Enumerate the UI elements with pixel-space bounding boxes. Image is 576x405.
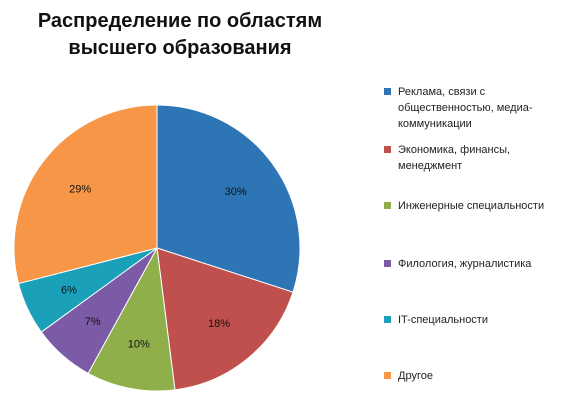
pie-slice-engineering	[87, 246, 176, 392]
legend-label: Реклама, связи с общественностью, медиа-…	[398, 86, 533, 130]
pie-data-label: 6%	[61, 284, 77, 296]
legend-label: Экономика, финансы, менеджмент	[398, 144, 511, 172]
pie-data-label: 29%	[69, 183, 91, 195]
pie-slice-other	[13, 104, 158, 285]
pie-slice-advertising-pr-media	[156, 104, 301, 293]
legend-label: IT-специальности	[398, 314, 488, 326]
legend-label: Инженерные специальности	[398, 200, 545, 212]
legend-swatch	[384, 88, 391, 95]
legend-swatch	[384, 146, 391, 153]
pie-data-label: 30%	[225, 186, 247, 198]
legend-swatch	[384, 202, 391, 209]
chart-title: Распределение по областям высшего образо…	[37, 10, 323, 59]
legend-label: Другое	[398, 370, 433, 382]
legend-label: Филология, журналистика	[398, 258, 532, 270]
pie-data-label: 10%	[128, 339, 150, 351]
pie-slice-economics-finance-management	[156, 247, 294, 391]
pie-data-label: 18%	[208, 318, 230, 330]
legend-swatch	[384, 316, 391, 323]
pie-data-label: 7%	[85, 316, 101, 328]
legend-swatch	[384, 372, 391, 379]
legend-swatch	[384, 260, 391, 267]
